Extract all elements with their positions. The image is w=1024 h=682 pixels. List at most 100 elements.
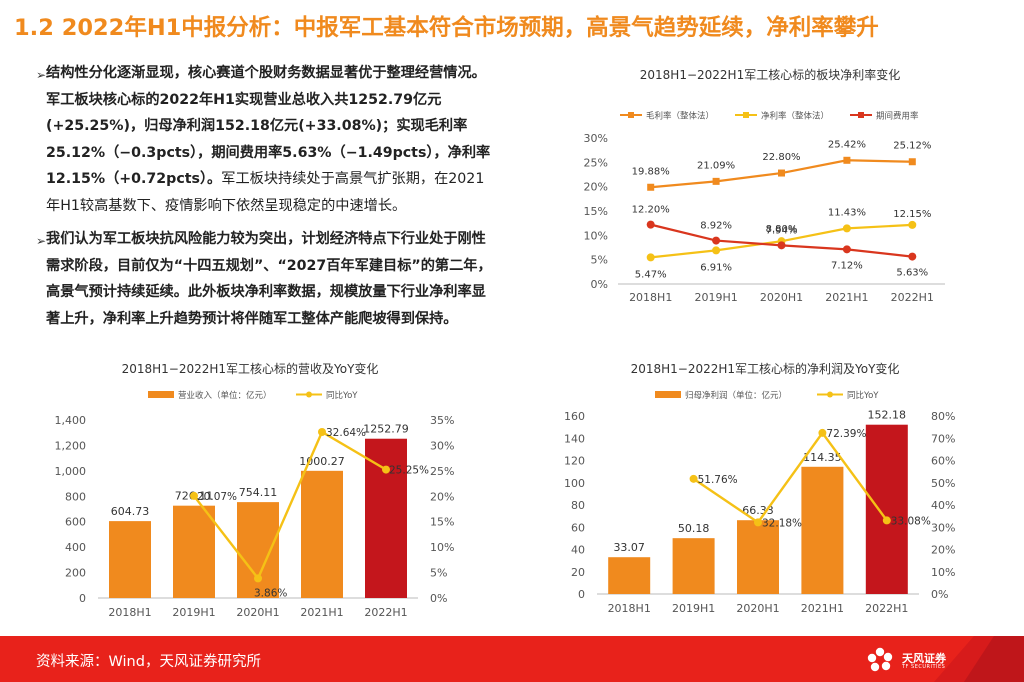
data-point <box>908 158 916 166</box>
x-tick-label: 2020H1 <box>736 602 779 615</box>
tf-logo-icon <box>867 647 893 672</box>
bullet-arrow-icon: ➢ <box>36 234 47 248</box>
data-label: 19.88% <box>632 166 670 177</box>
y-tick-label: 1,400 <box>55 414 87 427</box>
legend-marker <box>306 391 312 398</box>
bar-label: 33.07 <box>613 541 645 554</box>
yoy-label: 32.64% <box>326 427 366 439</box>
yoy-point <box>882 516 891 525</box>
data-label: 12.15% <box>893 209 931 220</box>
y2-tick-label: 80% <box>931 410 955 423</box>
x-tick-label: 2022H1 <box>891 291 934 304</box>
bold-text: 需求阶段，目前仅为“十四五规划”、“2027百年军建目标”的第二年， <box>46 257 492 274</box>
data-point <box>646 220 655 229</box>
y2-tick-label: 20% <box>430 490 454 503</box>
x-tick-label: 2021H1 <box>300 606 343 619</box>
y2-tick-label: 20% <box>931 544 955 557</box>
chart-title: 2018H1−2022H1军工核心标的净利润及YoY变化 <box>631 361 900 376</box>
logo-name: 天风证券 <box>902 652 946 665</box>
yoy-line <box>692 430 888 525</box>
legend-label: 营业收入（单位：亿元） <box>178 390 272 401</box>
y2-tick-label: 0% <box>931 588 948 601</box>
legend-label: 毛利率（整体法） <box>646 111 714 122</box>
data-point <box>842 224 851 233</box>
bar <box>237 502 279 598</box>
legend-bar-swatch <box>655 391 681 398</box>
legend-label: 归母净利润（单位：亿元） <box>685 390 787 401</box>
yoy-point <box>818 428 827 437</box>
bar <box>801 466 844 594</box>
y-tick-label: 20 <box>571 566 585 579</box>
bold-text: 我们认为军工板块抗风险能力较为突出，计划经济特点下行业处于刚性 <box>46 231 486 247</box>
y2-tick-label: 0% <box>430 592 447 605</box>
paragraph-line: 年H1较高基数下、疫情影响下依然呈现稳定的中速增长。 <box>46 193 546 220</box>
data-label: 6.91% <box>700 262 732 273</box>
y-tick-label: 0% <box>591 278 608 291</box>
paragraph-line: 我们认为军工板块抗风险能力较为突出，计划经济特点下行业处于刚性 <box>46 226 546 253</box>
y-tick-label: 600 <box>65 516 86 529</box>
y-tick-label: 1,000 <box>55 465 87 478</box>
y2-tick-label: 10% <box>430 541 454 554</box>
y-tick-label: 15% <box>584 205 608 218</box>
paragraph-2: 我们认为军工板块抗风险能力较为突出，计划经济特点下行业处于刚性 需求阶段，目前仅为… <box>46 226 546 332</box>
data-point <box>908 252 917 261</box>
bar-label: 1252.79 <box>363 423 409 436</box>
net-profit-chart: 2018H1−2022H1军工核心标的净利润及YoY变化归母净利润（单位：亿元）… <box>555 356 1020 626</box>
y-tick-label: 400 <box>65 541 86 554</box>
yoy-label: 32.18% <box>762 517 802 529</box>
legend-marker <box>858 112 864 118</box>
yoy-point <box>689 474 698 483</box>
x-tick-label: 2020H1 <box>236 606 279 619</box>
body-text: 年H1较高基数下、疫情影响下依然呈现稳定的中速增长。 <box>46 197 407 214</box>
y2-tick-label: 15% <box>430 516 454 529</box>
data-point <box>646 253 655 262</box>
legend-marker <box>827 391 833 398</box>
bar <box>109 521 151 598</box>
data-point <box>843 156 851 164</box>
data-point <box>908 220 917 229</box>
bold-text: 12.15%（+0.72pcts）。 <box>46 171 222 187</box>
footer-decoration <box>934 636 1024 682</box>
y-tick-label: 120 <box>564 455 585 468</box>
body-text: 军工板块持续处于高景气扩张期，在2021 <box>221 171 485 187</box>
yoy-label: 33.08% <box>891 515 931 527</box>
data-point <box>712 177 720 185</box>
y-tick-label: 10% <box>584 229 608 242</box>
yoy-label: 3.86% <box>254 587 287 599</box>
x-tick-label: 2018H1 <box>608 602 651 615</box>
y2-tick-label: 40% <box>931 499 955 512</box>
yoy-point <box>754 518 762 527</box>
bold-text: 军工板块核心标的2022年H1实现营业总收入共1252.79亿元 <box>46 91 442 108</box>
chart-title: 2018H1−2022H1军工核心标的营收及YoY变化 <box>122 361 379 376</box>
data-label: 12.20% <box>632 205 670 216</box>
yoy-point <box>190 491 198 500</box>
bar <box>672 538 715 594</box>
legend-marker <box>743 112 749 118</box>
data-label: 7.12% <box>831 260 863 271</box>
yoy-point <box>382 465 390 474</box>
x-tick-label: 2019H1 <box>694 291 737 304</box>
bar-label: 152.18 <box>868 409 907 422</box>
y-tick-label: 160 <box>564 410 585 423</box>
paragraph-1: 结构性分化逐渐显现，核心赛道个股财务数据显著优于整理经营情况。 军工板块核心标的2… <box>46 60 546 219</box>
y2-tick-label: 50% <box>931 477 955 490</box>
legend-marker <box>628 112 634 118</box>
bold-text: 著上升，净利率上升趋势预计将伴随军工整体产能爬坡得到保持。 <box>46 310 458 327</box>
yoy-label: 51.76% <box>698 474 738 486</box>
source-note: 资料来源：Wind，天风证券研究所 <box>36 654 261 670</box>
x-tick-label: 2018H1 <box>629 291 672 304</box>
y-tick-label: 0 <box>578 588 585 601</box>
data-point <box>712 236 721 245</box>
y2-tick-label: 30% <box>931 521 955 534</box>
y-tick-label: 30% <box>584 132 608 145</box>
bold-text: 25.12%（−0.3pcts），期间费用率5.63%（−1.49pcts），净… <box>46 144 491 161</box>
x-tick-label: 2022H1 <box>364 606 407 619</box>
paragraph-line: 25.12%（−0.3pcts），期间费用率5.63%（−1.49pcts），净… <box>46 140 546 167</box>
bar-label: 114.35 <box>803 451 842 464</box>
yoy-label: 25.25% <box>389 465 429 477</box>
y2-tick-label: 70% <box>931 432 955 445</box>
bar-label: 604.73 <box>111 505 150 518</box>
paragraph-line: 高景气预计持续延续。此外板块净利率数据，规模放量下行业净利率显 <box>46 279 546 306</box>
data-label: 5.47% <box>635 269 667 280</box>
